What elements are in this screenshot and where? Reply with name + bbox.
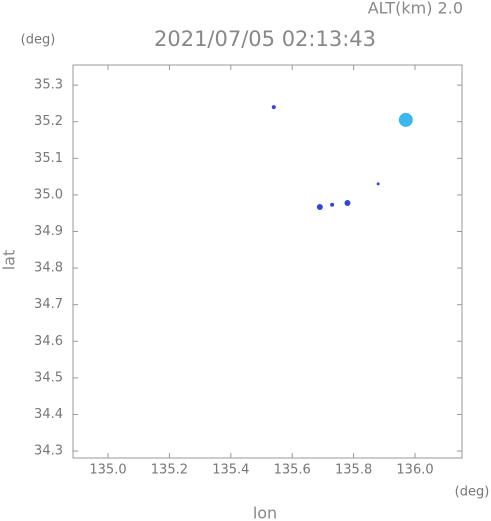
x-axis-label: lon xyxy=(253,504,277,521)
echo-point xyxy=(316,203,323,210)
y-tick-label: 34.9 xyxy=(34,224,63,239)
plot-frame xyxy=(72,64,463,459)
x-tick-label: 135.4 xyxy=(212,463,249,478)
echo-point xyxy=(330,202,335,207)
y-tick-label: 34.5 xyxy=(34,370,63,385)
y-tick-label: 35.1 xyxy=(34,151,63,166)
echo-point xyxy=(344,199,351,206)
y-tick-label: 35.3 xyxy=(34,78,63,93)
y-tick-label: 34.6 xyxy=(34,334,63,349)
y-tick-label: 34.4 xyxy=(34,407,63,422)
echo-point xyxy=(271,105,276,110)
echo-point xyxy=(398,112,413,127)
x-tick-label: 135.2 xyxy=(151,463,188,478)
x-tick-label: 136.0 xyxy=(396,463,433,478)
x-unit: (deg) xyxy=(455,485,490,500)
y-tick-label: 35.0 xyxy=(34,187,63,202)
y-tick-label: 34.3 xyxy=(34,444,63,459)
x-tick-label: 135.0 xyxy=(89,463,126,478)
y-unit: (deg) xyxy=(21,33,56,48)
y-tick-label: 34.8 xyxy=(34,261,63,276)
chart-title: 2021/07/05 02:13:43 xyxy=(154,27,376,51)
x-tick-label: 135.8 xyxy=(335,463,372,478)
x-tick-label: 135.6 xyxy=(274,463,311,478)
altitude-label: ALT(km) 2.0 xyxy=(368,0,463,18)
y-tick-label: 35.2 xyxy=(34,114,63,129)
y-tick-label: 34.7 xyxy=(34,297,63,312)
echo-point xyxy=(376,182,380,186)
y-axis-label: lat xyxy=(0,250,19,271)
